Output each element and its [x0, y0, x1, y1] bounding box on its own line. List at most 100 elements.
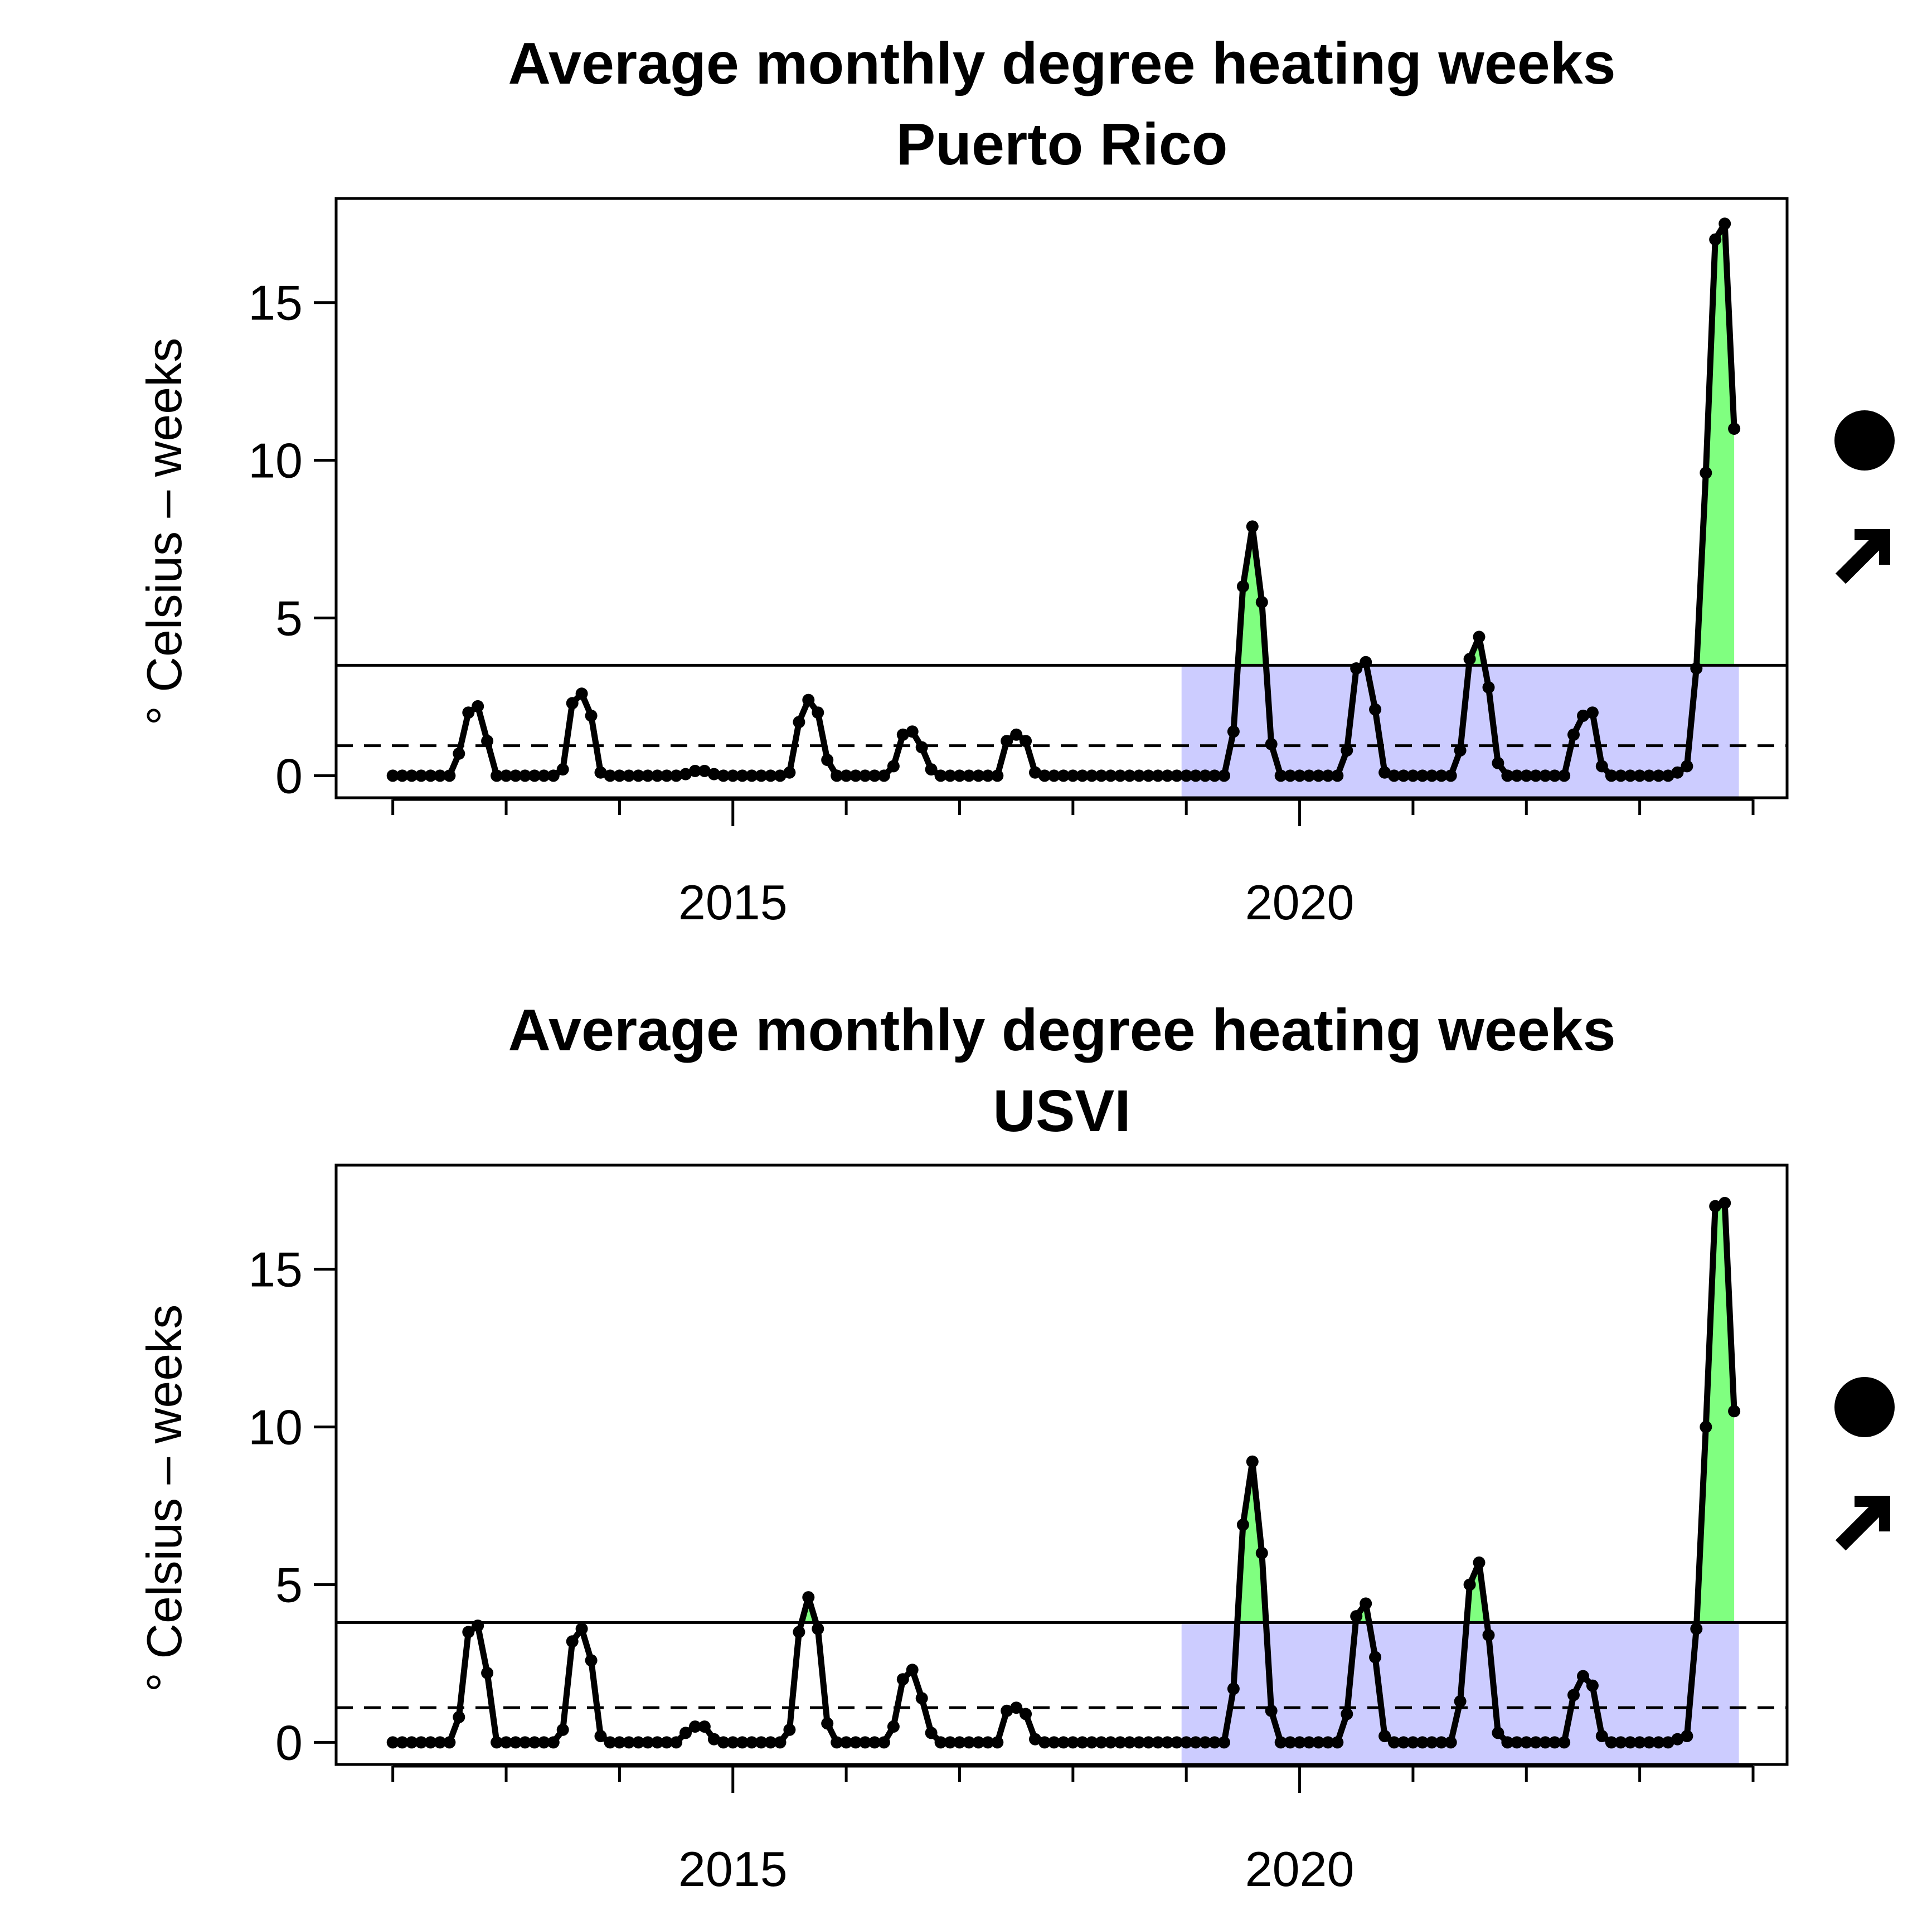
data-point: [1719, 217, 1731, 230]
data-point: [1331, 1736, 1344, 1749]
data-point: [396, 769, 409, 782]
data-point: [1567, 1689, 1580, 1701]
data-point: [887, 760, 900, 773]
data-point: [1671, 1733, 1684, 1746]
data-point: [613, 769, 626, 782]
data-point: [481, 735, 494, 748]
data-point: [1029, 1733, 1041, 1746]
data-point: [500, 1736, 512, 1749]
data-point: [934, 1736, 947, 1749]
data-point: [434, 1736, 446, 1749]
increasing-arrow-icon: [1835, 529, 1890, 584]
data-point: [556, 763, 569, 776]
data-point: [1142, 1736, 1155, 1749]
data-point: [1255, 1546, 1268, 1559]
data-point: [1114, 769, 1127, 782]
arrow-head: [1855, 529, 1890, 565]
data-point: [1104, 769, 1117, 782]
data-point: [944, 1736, 957, 1749]
data-point: [1265, 738, 1278, 750]
data-point: [566, 1635, 579, 1648]
data-point: [1265, 1704, 1278, 1717]
data-point: [661, 769, 673, 782]
data-point: [1360, 656, 1372, 668]
data-point: [877, 769, 890, 782]
data-point: [821, 754, 834, 767]
y-tick-label: 5: [275, 1558, 303, 1613]
chart-subtitle: USVI: [993, 1078, 1130, 1144]
data-point: [1303, 769, 1315, 782]
data-point: [651, 769, 664, 782]
data-point: [963, 769, 975, 782]
data-point: [642, 769, 654, 782]
data-point: [405, 1736, 418, 1749]
data-point: [896, 1673, 909, 1686]
data-point: [1539, 769, 1552, 782]
data-point: [500, 769, 512, 782]
data-point: [1520, 769, 1533, 782]
data-point: [944, 769, 957, 782]
data-point: [1293, 769, 1306, 782]
data-point: [1123, 1736, 1136, 1749]
data-point: [424, 1736, 437, 1749]
data-point: [1681, 760, 1693, 773]
data-point: [623, 1736, 635, 1749]
data-point: [689, 764, 701, 777]
data-point: [1104, 1736, 1117, 1749]
data-point: [518, 1736, 531, 1749]
data-point: [547, 769, 560, 782]
data-point: [1435, 1736, 1448, 1749]
data-point: [1152, 1736, 1164, 1749]
y-axis-title: ° Celsius – weeks: [137, 338, 192, 725]
data-point: [1595, 760, 1608, 773]
data-point: [1199, 1736, 1212, 1749]
data-point: [1114, 1736, 1127, 1749]
data-point: [1378, 766, 1391, 779]
data-point: [1548, 1736, 1561, 1749]
data-point: [1614, 1736, 1627, 1749]
data-point: [1066, 1736, 1079, 1749]
data-point: [1322, 1736, 1334, 1749]
data-point: [707, 768, 720, 780]
data-point: [1454, 1695, 1467, 1708]
data-point: [1671, 766, 1684, 779]
data-point: [774, 769, 787, 782]
data-point: [1236, 1519, 1249, 1531]
data-point: [462, 706, 475, 719]
data-point: [1284, 1736, 1297, 1749]
data-point: [1133, 769, 1145, 782]
data-point: [1633, 1736, 1646, 1749]
data-point: [1614, 769, 1627, 782]
data-point: [1577, 1670, 1589, 1683]
data-point: [755, 769, 768, 782]
above-threshold-fill: [1237, 1461, 1266, 1623]
data-point: [1076, 769, 1089, 782]
data-point: [726, 1736, 739, 1749]
chart-title: Average monthly degree heating weeks: [508, 997, 1615, 1063]
data-point: [793, 1626, 805, 1638]
data-point: [1652, 1736, 1665, 1749]
data-point: [1029, 766, 1041, 779]
data-point: [1558, 769, 1571, 782]
data-point: [386, 1736, 399, 1749]
data-point: [1246, 520, 1259, 533]
data-point: [443, 769, 456, 782]
data-point: [1605, 1736, 1618, 1749]
data-point: [1728, 423, 1741, 435]
data-point: [745, 769, 758, 782]
data-point: [1397, 1736, 1410, 1749]
data-point: [1095, 1736, 1108, 1749]
data-point: [1123, 769, 1136, 782]
y-axis-title: ° Celsius – weeks: [137, 1305, 192, 1692]
data-point: [1378, 1730, 1391, 1743]
data-point: [547, 1736, 560, 1749]
data-point: [1001, 1704, 1013, 1717]
data-point: [453, 1711, 465, 1724]
data-point: [1190, 769, 1202, 782]
data-point: [1624, 1736, 1637, 1749]
data-point: [1406, 769, 1419, 782]
data-point: [906, 1664, 919, 1676]
data-point: [802, 694, 815, 706]
data-point: [764, 769, 777, 782]
